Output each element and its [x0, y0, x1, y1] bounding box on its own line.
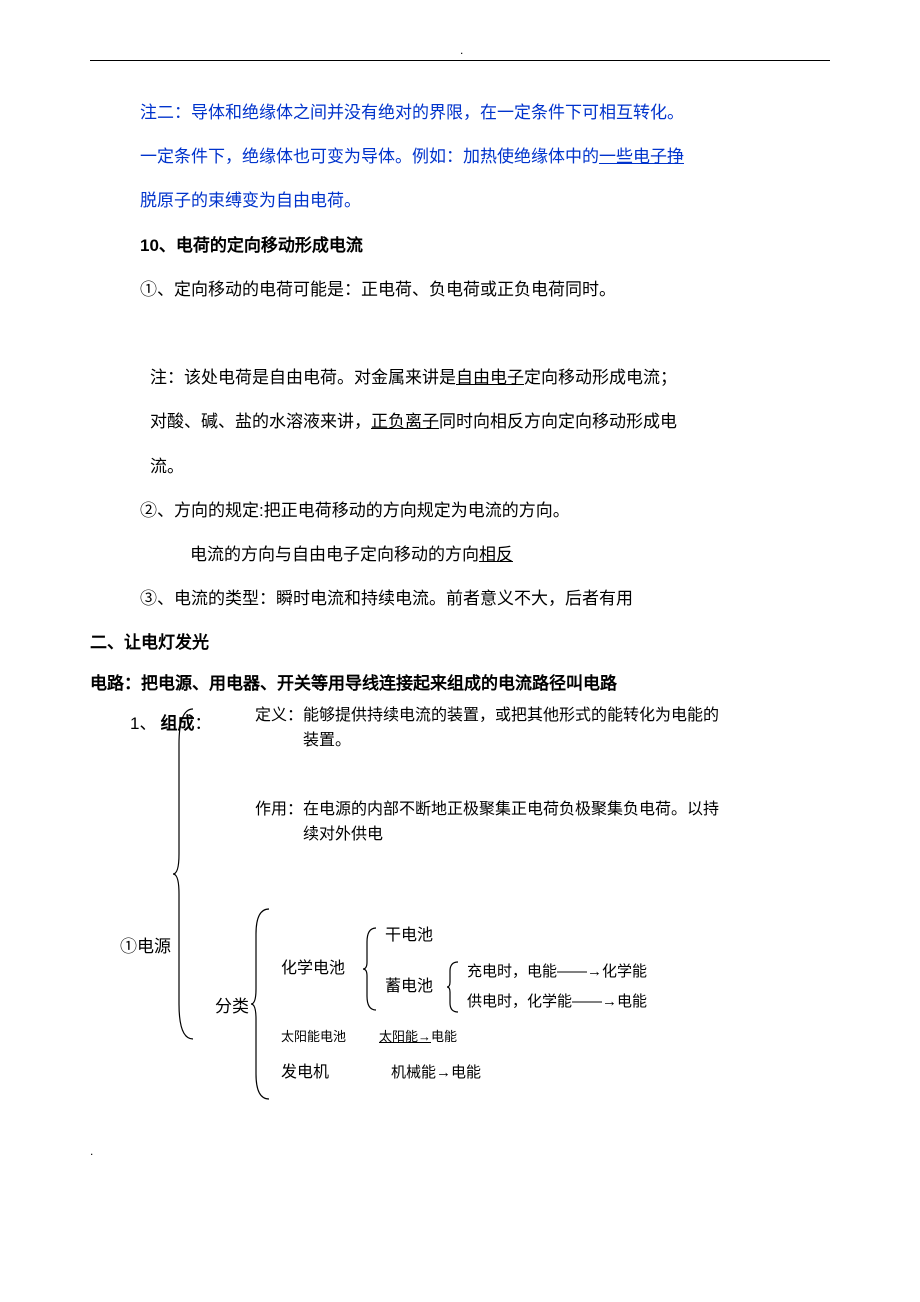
note2-line1: 注二：导体和绝缘体之间并没有绝对的界限，在一定条件下可相互转化。 [140, 91, 830, 135]
circuit-definition: 电路：把电源、用电器、开关等用导线连接起来组成的电流路径叫电路 [90, 665, 830, 702]
header-rule [90, 60, 830, 61]
note2-line2-b: 一些电子挣 [599, 147, 684, 166]
generator-note: 机械能→电能 [391, 1061, 481, 1085]
p10-item2b-a: 电流的方向与自由电子定向移动的方向 [190, 545, 479, 564]
p10-item2b-b: 相反 [479, 545, 513, 564]
p10-item3: ③、电流的类型：瞬时电流和持续电流。前者意义不大，后者有用 [140, 577, 830, 621]
role-key: 作用： [255, 797, 303, 823]
generator-row: 发电机 机械能→电能 [281, 1060, 647, 1086]
note2-line2: 一定条件下，绝缘体也可变为导体。例如：加热使绝缘体中的一些电子挣 [140, 135, 830, 179]
note2-line3: 脱原子的束缚变为自由电荷。 [140, 179, 830, 223]
p10-item2b: 电流的方向与自由电子定向移动的方向相反 [190, 533, 830, 577]
section-2-title: 二、让电灯发光 [90, 621, 830, 665]
def-key: 定义： [255, 703, 303, 729]
definition-block: 定义： 能够提供持续电流的装置，或把其他形式的能转化为电能的装置。 [255, 703, 735, 754]
compose-number: 1、 [130, 709, 156, 740]
p10-note-c: 定向移动形成电流； [524, 368, 677, 387]
spacer [140, 312, 830, 356]
p10-note-b: 自由电子 [456, 368, 524, 387]
note2-line2-a: 一定条件下，绝缘体也可变为导体。例如：加热使绝缘体中的 [140, 147, 599, 166]
p10-item1: ①、定向移动的电荷可能是：正电荷、负电荷或正负电荷同时。 [140, 268, 830, 312]
p10-note2-b: 正负离子 [371, 412, 439, 431]
generator-label: 发电机 [281, 1060, 361, 1086]
role-text: 在电源的内部不断地正极聚集正电荷负极聚集负电荷。以持续对外供电 [303, 797, 735, 848]
p10-note-a: 注：该处电荷是自由电荷。对金属来讲是 [150, 368, 456, 387]
role-block: 作用： 在电源的内部不断地正极聚集正电荷负极聚集负电荷。以持续对外供电 [255, 797, 735, 848]
footer-dot: . [90, 1144, 830, 1158]
p10-note2-c: 同时向相反方向定向移动形成电 [439, 412, 677, 431]
p10-note2-a: 对酸、碱、盐的水溶液来讲， [150, 412, 371, 431]
brace-main-icon [171, 704, 201, 1044]
p10-note-l2: 对酸、碱、盐的水溶液来讲，正负离子同时向相反方向定向移动形成电 [150, 400, 830, 444]
p10-title: 10、电荷的定向移动形成电流 [140, 224, 830, 268]
source-label: ①电源 [120, 932, 171, 963]
p10-note-l3: 流。 [150, 445, 830, 489]
def-text: 能够提供持续电流的装置，或把其他形式的能转化为电能的装置。 [303, 703, 735, 754]
source-row: ①电源 [120, 849, 830, 1044]
p10-item2: ②、方向的规定:把正电荷移动的方向规定为电流的方向。 [140, 489, 830, 533]
p10-note-l1: 注：该处电荷是自由电荷。对金属来讲是自由电子定向移动形成电流； [150, 356, 830, 400]
